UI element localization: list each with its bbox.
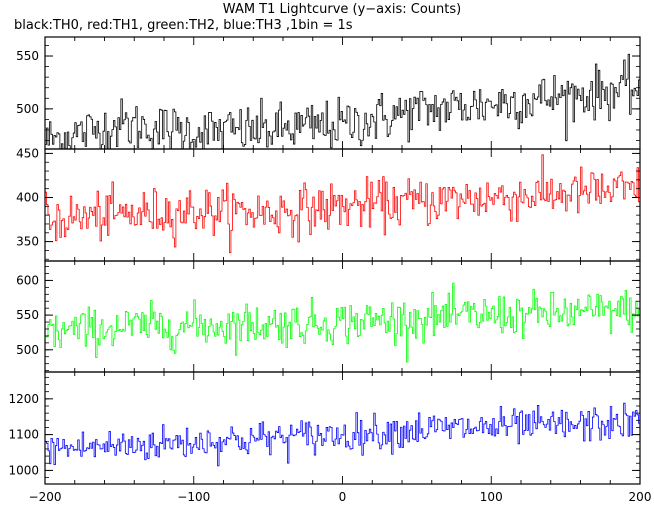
x-axis: −200 −100 0 100 200 <box>29 490 652 504</box>
series-th3-line <box>45 402 640 467</box>
x-tick-label: −200 <box>29 490 62 504</box>
x-tick-label: 0 <box>339 490 347 504</box>
panel-frame <box>44 36 641 150</box>
chart-subtitle: black:TH0, red:TH1, green:TH2, blue:TH3 … <box>14 18 353 33</box>
panel-th1: 350 400 450 <box>16 146 641 262</box>
series-th2-line <box>45 282 640 363</box>
panel-th3: 1000 1100 1200 <box>8 371 641 485</box>
panels-group: 500 550 350 400 450 500 550 600 1000 1100 1200 <box>8 36 641 485</box>
panel-th0: 500 550 <box>16 36 641 150</box>
y-tick-label: 500 <box>16 102 39 116</box>
y-tick-label: 1100 <box>8 428 39 442</box>
chart-title: WAM T1 Lightcurve (y−axis: Counts) <box>223 2 461 17</box>
y-tick-label: 500 <box>16 343 39 357</box>
y-tick-label: 1200 <box>8 392 39 406</box>
x-tick-label: 200 <box>629 490 652 504</box>
y-tick-label: 600 <box>16 273 39 287</box>
series-th1-line <box>45 154 640 254</box>
y-tick-label: 550 <box>16 49 39 63</box>
y-tick-label: 1000 <box>8 463 39 477</box>
x-tick-label: 100 <box>480 490 503 504</box>
y-tick-label: 350 <box>16 235 39 249</box>
panel-th2: 500 550 600 <box>16 260 641 373</box>
x-tick-label: −100 <box>177 490 210 504</box>
series-th0-line <box>45 53 640 149</box>
y-tick-label: 550 <box>16 308 39 322</box>
y-tick-label: 400 <box>16 191 39 205</box>
y-tick-label: 450 <box>16 146 39 160</box>
